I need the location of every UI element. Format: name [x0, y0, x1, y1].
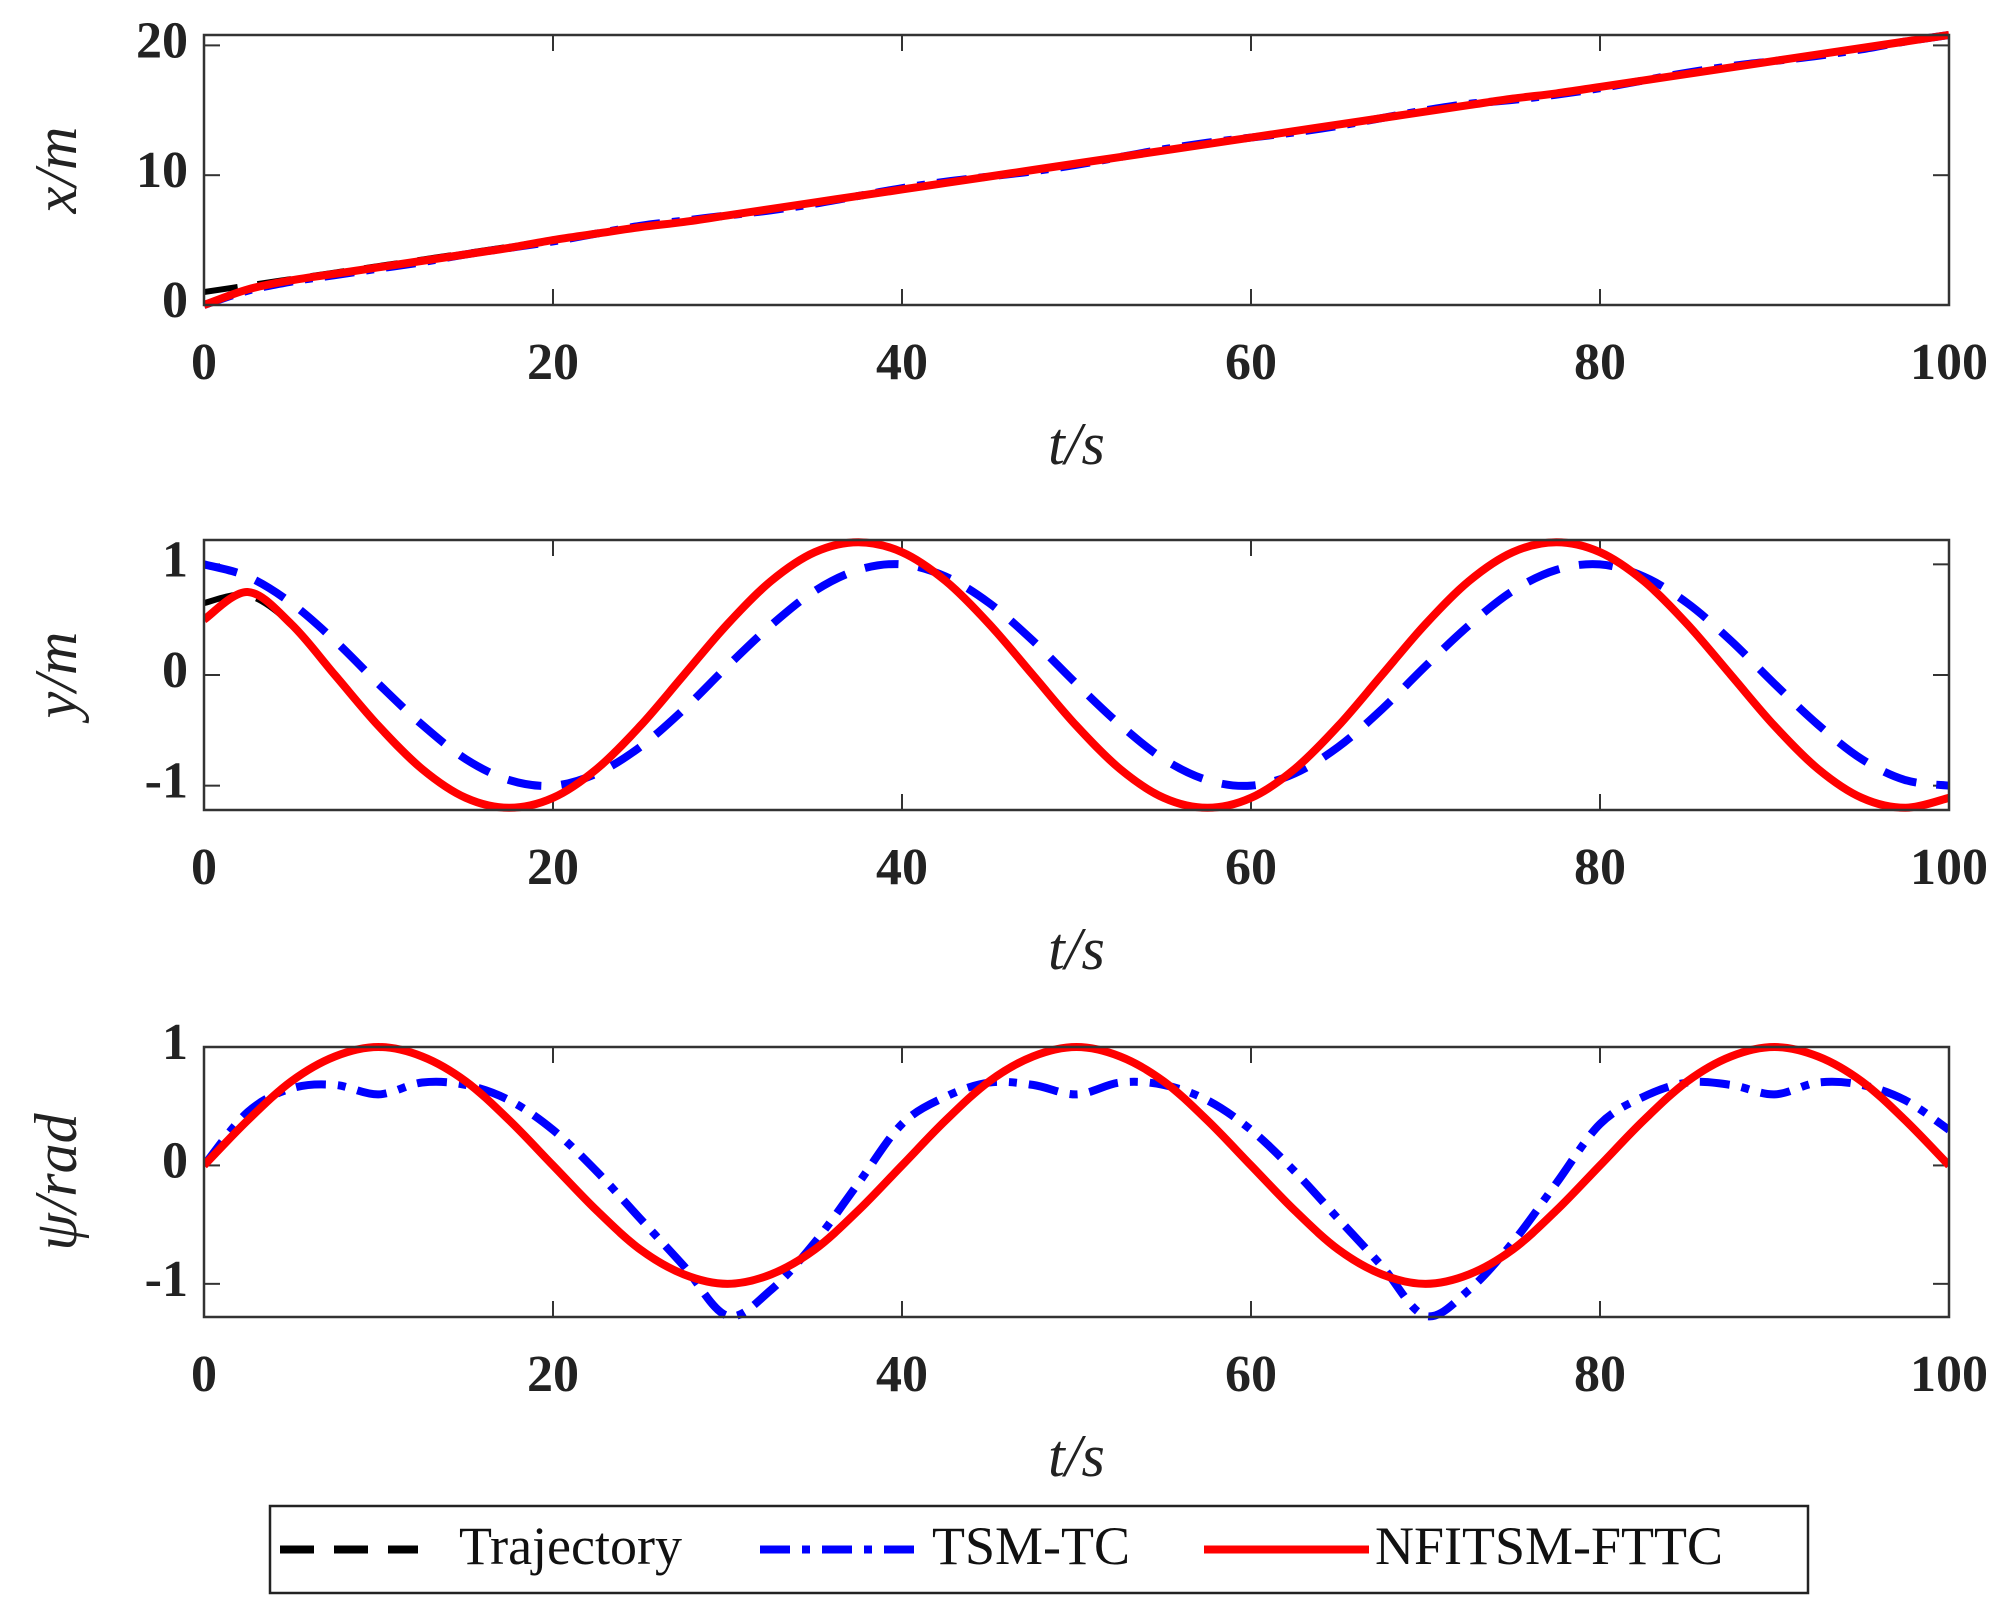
- y-axis-label: x/m: [23, 127, 89, 215]
- y-tick-label: 0: [162, 1132, 188, 1189]
- x-tick-label: 0: [191, 334, 217, 391]
- series-line: [204, 560, 1949, 790]
- plot-area: [204, 540, 1949, 810]
- x-tick-label: 100: [1910, 839, 1988, 896]
- y-tick-label: 0: [162, 642, 188, 699]
- x-tick-label: 100: [1910, 1346, 1988, 1403]
- x-axis-label: t/s: [1048, 1423, 1105, 1489]
- x-axis-label: t/s: [1048, 916, 1105, 982]
- legend-label: NFITSM-FTTC: [1375, 1516, 1723, 1576]
- y-tick-label: -1: [145, 1251, 188, 1308]
- x-tick-label: 80: [1574, 1346, 1626, 1403]
- x-tick-label: 0: [191, 839, 217, 896]
- x-tick-label: 80: [1574, 839, 1626, 896]
- legend-label: Trajectory: [459, 1516, 682, 1576]
- series-line: [204, 31, 1949, 309]
- axes-box: [202, 33, 1951, 307]
- y-tick-label: 1: [162, 531, 188, 588]
- x-tick-label: 40: [876, 839, 928, 896]
- y-tick-label: -1: [145, 753, 188, 810]
- series-line: [204, 1077, 1949, 1321]
- x-tick-label: 40: [876, 1346, 928, 1403]
- y-tick-label: 1: [162, 1014, 188, 1071]
- axes-box: [202, 538, 1951, 812]
- x-tick-label: 40: [876, 334, 928, 391]
- y-axis-label: y/m: [23, 632, 89, 725]
- x-tick-label: 60: [1225, 1346, 1277, 1403]
- y-tick-label: 10: [136, 142, 188, 199]
- legend-label: TSM-TC: [932, 1516, 1130, 1576]
- x-tick-label: 100: [1910, 334, 1988, 391]
- x-tick-label: 0: [191, 1346, 217, 1403]
- legend-box: [268, 1504, 1810, 1595]
- y-tick-label: 20: [136, 12, 188, 69]
- x-tick-label: 20: [527, 1346, 579, 1403]
- x-tick-label: 20: [527, 839, 579, 896]
- series-line: [204, 538, 1949, 812]
- y-axis-label: ψ/rad: [23, 1112, 89, 1250]
- y-tick-label: 0: [162, 272, 188, 329]
- x-axis-label: t/s: [1048, 411, 1105, 477]
- x-tick-label: 60: [1225, 839, 1277, 896]
- x-tick-label: 80: [1574, 334, 1626, 391]
- x-tick-label: 60: [1225, 334, 1277, 391]
- axes-box: [202, 1045, 1951, 1319]
- x-tick-label: 20: [527, 334, 579, 391]
